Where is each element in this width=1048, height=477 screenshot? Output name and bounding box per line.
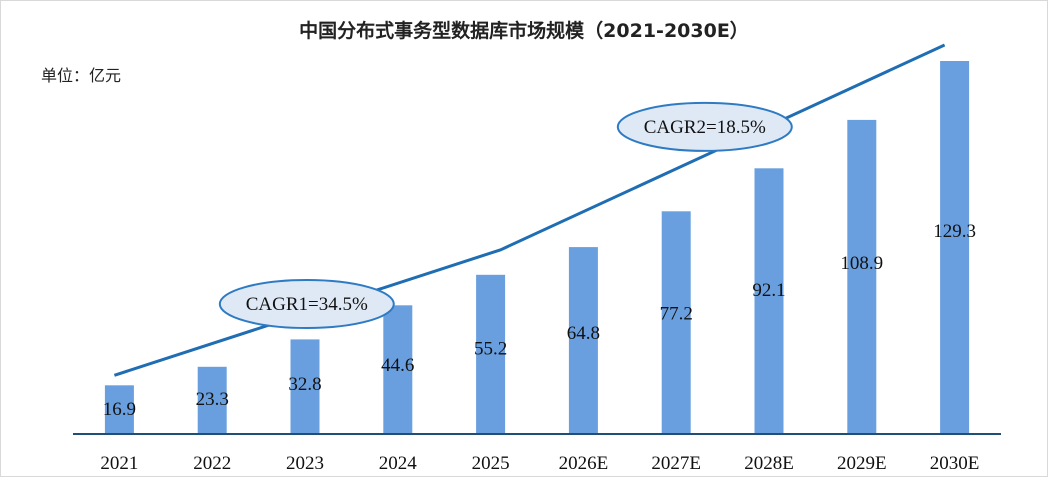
annotations-layer: CAGR1=34.5% CAGR2=18.5% — [218, 101, 793, 329]
data-label-2028e: 92.1 — [752, 280, 785, 301]
x-tick-2022: 2022 — [193, 453, 231, 474]
bar-2030e — [940, 61, 970, 434]
bar-2027e — [661, 211, 691, 434]
data-label-2025: 55.2 — [474, 338, 507, 359]
data-label-2021: 16.9 — [103, 399, 136, 420]
data-label-2030e: 129.3 — [933, 221, 976, 242]
trend-line — [113, 43, 946, 377]
x-tick-2030e: 2030E — [930, 453, 980, 474]
cagr-annotation-2-bubble — [616, 101, 793, 152]
x-tick-2026e: 2026E — [559, 453, 609, 474]
x-tick-2024: 2024 — [379, 453, 418, 474]
x-tick-2025: 2025 — [472, 453, 510, 474]
bar-2028e — [754, 168, 784, 435]
data-labels-layer: 16.9 23.3 32.8 44.6 55.2 64.8 77.2 92.1 108.9 129… — [103, 221, 976, 420]
bar-2023 — [290, 339, 320, 434]
bar-2021 — [104, 385, 134, 434]
bar-2025 — [476, 274, 506, 434]
bar-2022 — [197, 366, 227, 434]
x-tick-2027e: 2027E — [651, 453, 701, 474]
x-tick-2029e: 2029E — [837, 453, 887, 474]
unit-label: 单位：亿元 — [41, 66, 121, 85]
bars-layer — [104, 61, 970, 435]
cagr-annotation-2-text: CAGR2=18.5% — [644, 117, 766, 138]
data-label-2027e: 77.2 — [660, 304, 693, 325]
data-label-2026e: 64.8 — [567, 323, 600, 344]
cagr-annotation-1-text: CAGR1=34.5% — [246, 294, 368, 315]
bar-2026e — [568, 247, 598, 434]
x-tick-2021: 2021 — [100, 453, 138, 474]
data-label-2022: 23.3 — [196, 389, 229, 410]
data-label-2029e: 108.9 — [840, 253, 883, 274]
cagr-annotation-1-bubble — [218, 279, 395, 329]
data-label-2024: 44.6 — [381, 355, 414, 376]
axis-layer: 2021 2022 2023 2024 2025 2026E 2027E 2028E 2029E… — [73, 433, 1001, 474]
bar-2024 — [383, 305, 413, 434]
x-tick-2023: 2023 — [286, 453, 324, 474]
data-label-2023: 32.8 — [288, 374, 321, 395]
trend-layer — [113, 43, 946, 377]
x-tick-2028e: 2028E — [744, 453, 794, 474]
bar-2029e — [847, 119, 877, 435]
chart-title: 中国分布式事务型数据库市场规模（2021-2030E） — [299, 19, 749, 42]
